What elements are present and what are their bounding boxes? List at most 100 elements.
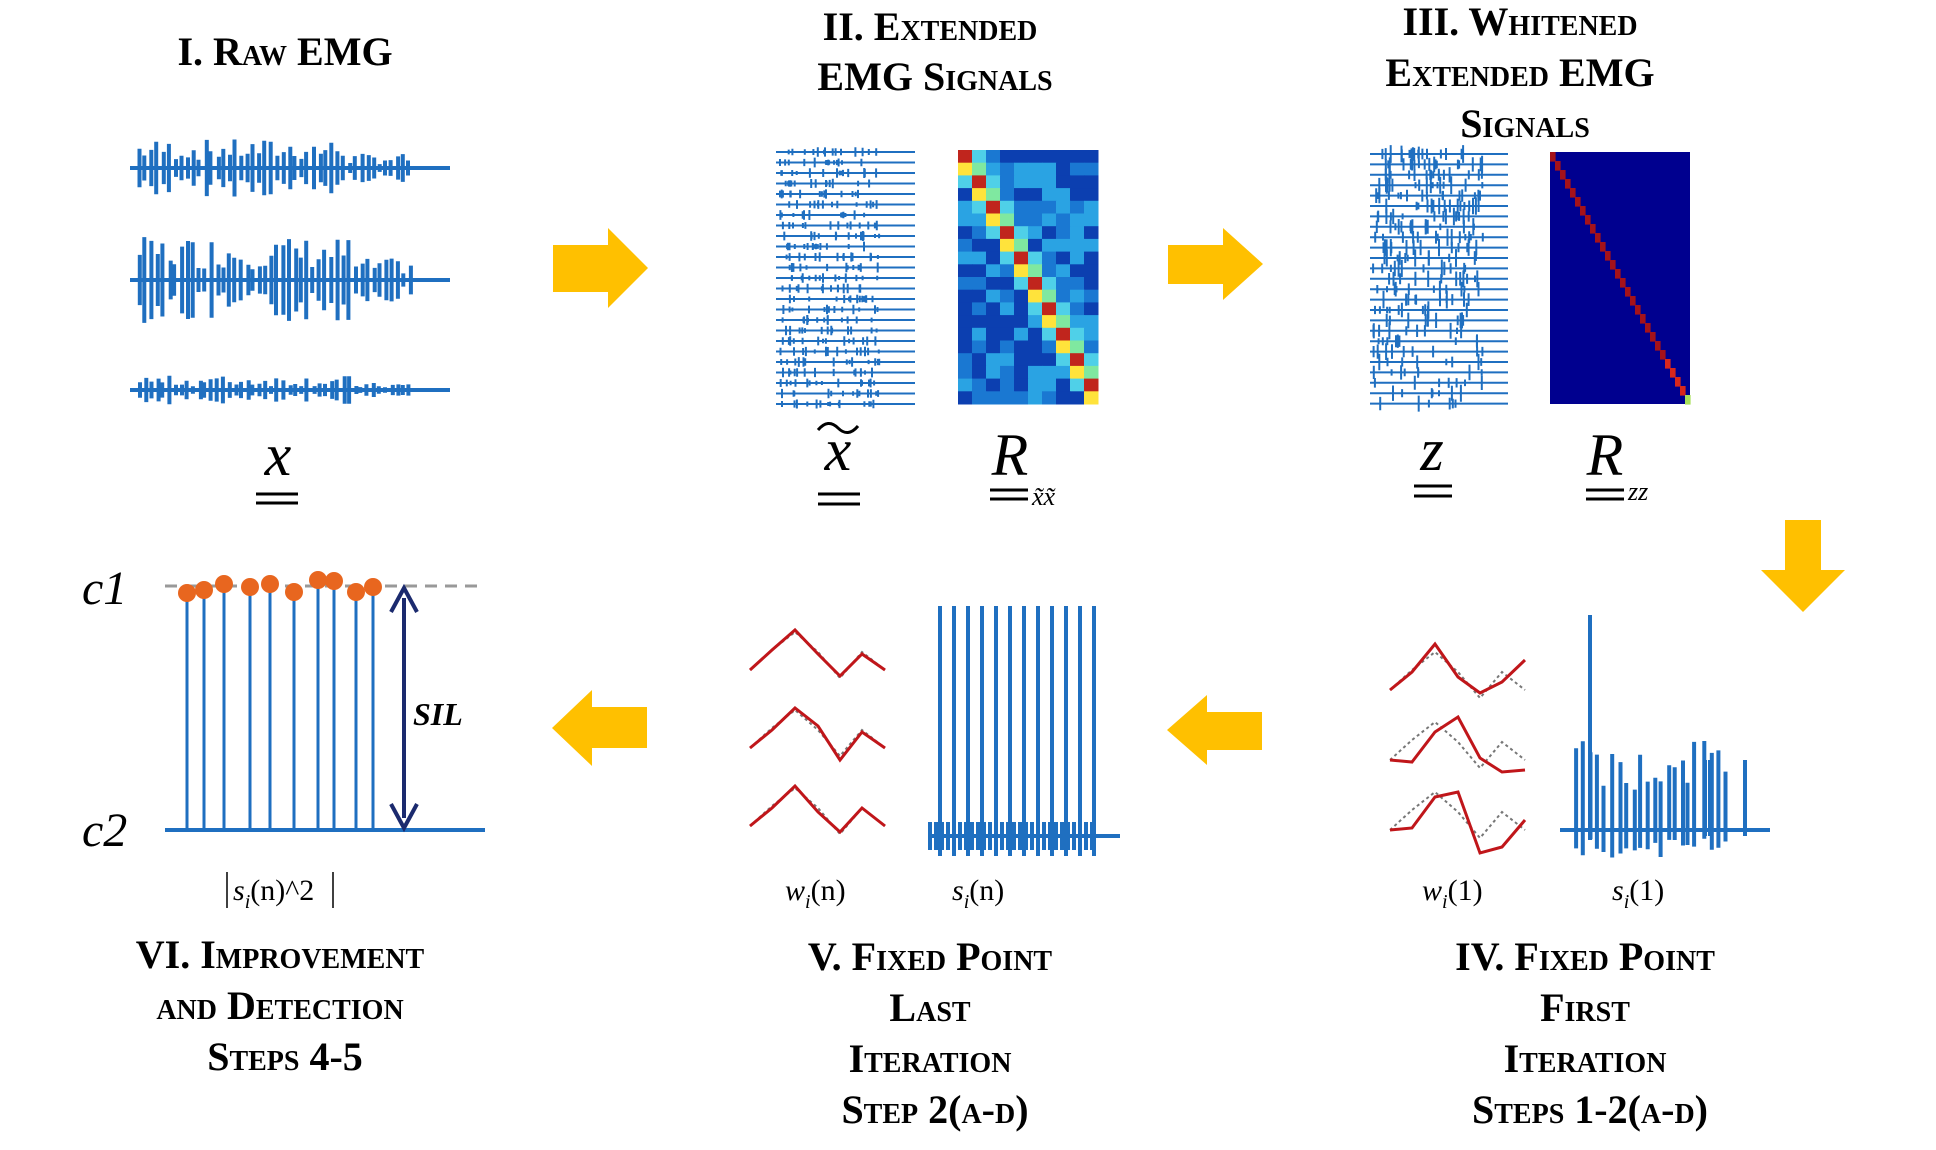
- heatmap-cell: [1042, 200, 1057, 214]
- weight-estimate-line: [749, 783, 886, 835]
- sil-arrow-head-top: [389, 583, 419, 613]
- heatmap-cell: [1056, 327, 1071, 341]
- heatmap-cell: [1000, 251, 1015, 265]
- heatmap-cell: [1070, 188, 1085, 202]
- identity-diagonal-cell: [1580, 206, 1586, 216]
- extended-emg-trace: [776, 241, 915, 252]
- identity-diagonal-cell: [1645, 323, 1651, 333]
- weight-reference-line: [1389, 790, 1526, 840]
- heatmap-cell: [972, 150, 987, 164]
- heatmap-cell: [986, 365, 1001, 380]
- whitened-emg-trace: [1370, 259, 1508, 278]
- heatmap-cell: [1028, 378, 1043, 392]
- whitened-emg-trace: [1370, 364, 1508, 381]
- heatmap-cell: [972, 327, 987, 341]
- heatmap-cell: [1070, 238, 1085, 253]
- whitened-emg-trace: [1370, 239, 1508, 257]
- extended-emg-trace: [776, 357, 915, 367]
- whitened-emg-trace: [1370, 280, 1508, 298]
- heatmap-cell: [1000, 302, 1015, 316]
- heatmap-cell: [1014, 200, 1029, 214]
- extended-emg-trace: [776, 168, 915, 178]
- weight-estimate-line: [749, 706, 886, 763]
- identity-diagonal-cell: [1670, 368, 1676, 378]
- heatmap-cell: [1070, 289, 1085, 303]
- heatmap-cell: [958, 315, 973, 329]
- stage-1-title: I. Raw EMG: [177, 29, 392, 74]
- spike-peak-dot: [309, 571, 327, 589]
- raw-emg-trace: [130, 375, 450, 405]
- spike-peak-dot: [215, 575, 233, 593]
- heatmap-cell: [1000, 213, 1015, 227]
- symbol-R-xx-subscript: x̃x̃: [1031, 482, 1056, 511]
- heatmap-cell: [1042, 226, 1057, 240]
- heatmap-cell: [1056, 226, 1071, 240]
- source-estimate-last: [928, 606, 1120, 856]
- heatmap-cell: [972, 175, 987, 189]
- heatmap-cell: [958, 302, 973, 316]
- heatmap-cell: [1028, 340, 1043, 354]
- heatmap-cell: [1014, 378, 1029, 392]
- whitened-emg-trace: [1370, 218, 1508, 236]
- raw-emg-trace: [130, 139, 450, 197]
- extended-emg-trace: [776, 388, 915, 399]
- extended-emg-signals: [776, 147, 915, 409]
- heatmap-cell: [1056, 162, 1071, 176]
- heatmap-cell: [1042, 289, 1057, 303]
- heatmap-cell: [958, 277, 973, 291]
- heatmap-cell: [1084, 365, 1099, 380]
- identity-diagonal-cell: [1680, 386, 1686, 396]
- whitened-emg-trace: [1370, 322, 1508, 340]
- source-estimate-first: [1560, 615, 1770, 858]
- identity-diagonal-cell: [1550, 152, 1556, 162]
- whitened-emg-trace: [1370, 166, 1508, 184]
- heatmap-cell: [1084, 378, 1099, 392]
- heatmap-cell: [1084, 238, 1099, 253]
- extended-emg-trace: [776, 147, 915, 157]
- heatmap-cell: [1042, 378, 1057, 392]
- heatmap-cell: [1084, 175, 1099, 189]
- symbol-z: z: [1419, 417, 1443, 483]
- heatmap-cell: [1014, 391, 1029, 405]
- heatmap-cell: [1042, 251, 1057, 265]
- heatmap-cell: [986, 391, 1001, 405]
- sil-arrow-head-bottom: [389, 803, 419, 833]
- heatmap-cell: [1014, 289, 1029, 303]
- heatmap-cell: [1042, 162, 1057, 176]
- stage-2-title: II. Extended EMG Signals: [817, 4, 1052, 99]
- spike-peak-dot: [195, 581, 213, 599]
- heatmap-cell: [958, 150, 973, 164]
- heatmap-cell: [972, 378, 987, 392]
- c1-label: c1: [82, 562, 127, 615]
- heatmap-cell: [1070, 226, 1085, 240]
- heatmap-cell: [1014, 264, 1029, 278]
- extended-emg-trace: [776, 178, 915, 189]
- caption-sn: si(n): [952, 874, 1004, 913]
- heatmap-cell: [986, 188, 1001, 202]
- weight-estimate-line: [1389, 790, 1527, 855]
- identity-diagonal-cell: [1605, 251, 1611, 261]
- spike-peak-dot: [285, 583, 303, 601]
- heatmap-cell: [972, 226, 987, 240]
- extended-emg-trace: [776, 231, 915, 241]
- extended-emg-trace: [776, 294, 915, 304]
- heatmap-cell: [1070, 150, 1085, 164]
- heatmap-cell: [986, 353, 1001, 367]
- heatmap-cell: [1014, 340, 1029, 354]
- heatmap-cell: [986, 340, 1001, 354]
- heatmap-cell: [1014, 226, 1029, 240]
- heatmap-cell: [1000, 340, 1015, 354]
- heatmap-cell: [1014, 175, 1029, 189]
- caption-s1: si(1): [1612, 874, 1664, 913]
- whitened-emg-trace: [1370, 301, 1508, 319]
- spike-peak-dot: [325, 572, 343, 590]
- heatmap-cell: [1070, 378, 1085, 392]
- identity-diagonal-cell: [1615, 269, 1621, 279]
- weight-reference-line: [1389, 720, 1526, 770]
- source-trace-first: [1560, 615, 1770, 858]
- whitened-emg-trace: [1370, 187, 1508, 204]
- heatmap-cell: [958, 213, 973, 227]
- heatmap-cell: [1084, 277, 1099, 291]
- weight-estimate-line: [1389, 714, 1526, 774]
- heatmap-cell: [986, 226, 1001, 240]
